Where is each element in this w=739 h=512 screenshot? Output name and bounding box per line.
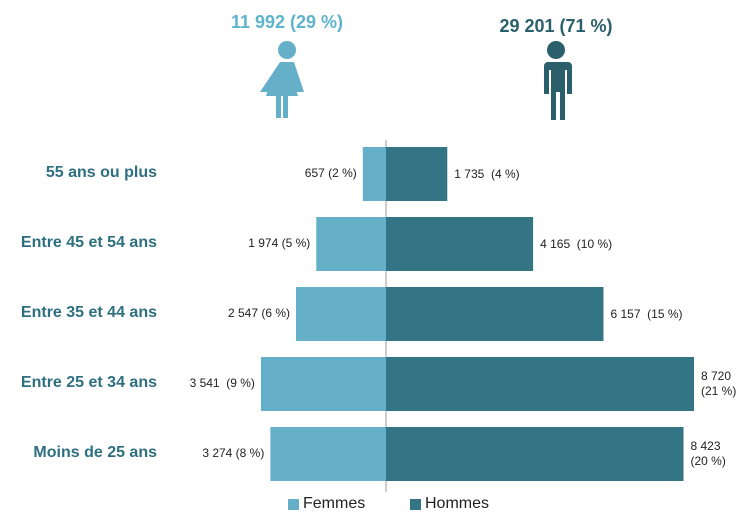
category-label: Entre 25 et 34 ans <box>20 374 157 391</box>
category-label: Moins de 25 ans <box>33 444 157 461</box>
woman-icon <box>260 41 304 118</box>
legend-swatch <box>410 499 421 510</box>
bar-femmes <box>296 287 386 341</box>
value-label: 3 274 (8 %) <box>202 446 265 460</box>
bar-hommes <box>386 357 694 411</box>
value-label: 4 165 (10 %) <box>540 236 613 251</box>
bar-hommes <box>386 147 448 201</box>
category-label: 55 ans ou plus <box>45 164 157 181</box>
value-label: 8 720 (21 %) <box>701 369 737 398</box>
bar-hommes <box>386 287 604 341</box>
bar-femmes <box>316 217 386 271</box>
man-icon <box>544 41 572 120</box>
value-label: 3 541 (9 %) <box>189 376 255 390</box>
bar-femmes <box>362 147 386 201</box>
category-label: Entre 45 et 54 ans <box>20 234 157 251</box>
value-label: 8 423 (20 %) <box>690 439 726 468</box>
value-label: 6 157 (15 %) <box>610 306 683 321</box>
bar-hommes <box>386 427 684 481</box>
value-label: 2 547 (6 %) <box>228 306 291 320</box>
value-label: 1 974 (5 %) <box>248 236 311 250</box>
value-label: 1 735 (4 %) <box>454 166 520 181</box>
bar-femmes <box>260 357 386 411</box>
bar-femmes <box>270 427 386 481</box>
value-label: 657 (2 %) <box>304 166 357 180</box>
legend-swatch <box>288 499 299 510</box>
legend-label: Hommes <box>425 495 490 512</box>
male-total: 29 201 (71 %) <box>499 16 613 36</box>
legend-label: Femmes <box>303 495 366 512</box>
category-label: Entre 35 et 44 ans <box>20 304 157 321</box>
female-total: 11 992 (29 %) <box>230 12 344 32</box>
bar-hommes <box>386 217 534 271</box>
